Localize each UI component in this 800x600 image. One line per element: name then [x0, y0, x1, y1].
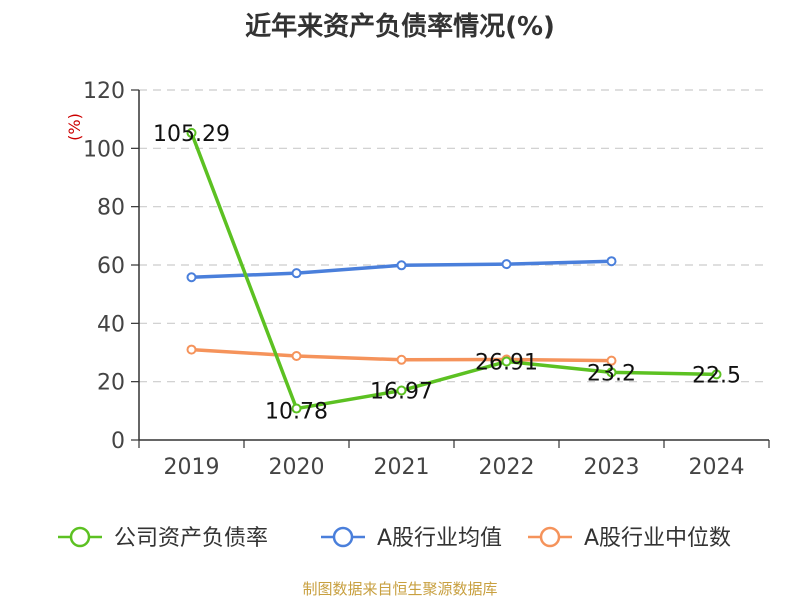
data-label-2023: 23.2 [587, 361, 636, 386]
legend-label-1: A股行业均值 [377, 526, 502, 551]
data-label-2020: 10.78 [265, 400, 328, 425]
legend-label-0: 公司资产负债率 [114, 526, 268, 551]
grid-lines [139, 89, 769, 383]
series-2-point-1 [291, 351, 302, 361]
axes: 0 20 40 60 80 100 120 (%) 2019 2020 2021 2022 2023 20… [65, 79, 770, 480]
y-tick-label-20: 20 [97, 371, 125, 396]
series-2-point-4 [606, 355, 617, 366]
series-line-0 [189, 132, 717, 411]
series-0-point-0 [186, 127, 197, 138]
data-label-2019: 105.29 [153, 122, 230, 147]
series-1-point-3 [501, 259, 512, 270]
series-0-point-1 [291, 403, 302, 414]
y-tick-label-0: 0 [111, 429, 125, 454]
x-tick-label-2020: 2020 [269, 455, 325, 480]
y-tick-label-80: 80 [97, 196, 125, 221]
series-0-point-5 [711, 369, 722, 380]
x-tick-label-2022: 2022 [479, 455, 535, 480]
series-2-point-0 [186, 344, 197, 355]
data-label-2024: 22.5 [692, 363, 741, 388]
data-label-2022: 26.91 [475, 351, 538, 376]
legend-label-2: A股行业中位数 [584, 526, 731, 551]
y-tick-label-60: 60 [97, 254, 125, 279]
y-tick-label-40: 40 [97, 312, 125, 337]
x-tick-label-2021: 2021 [374, 455, 430, 480]
legend-marker-2 [539, 526, 561, 548]
data-labels: 105.29 10.78 16.97 26.91 23.2 22.5 [153, 122, 741, 425]
series-0-point-3 [501, 356, 512, 367]
y-axis-label: (%) [65, 113, 84, 141]
legend-marker-0 [69, 526, 91, 548]
x-tick-label-2019: 2019 [164, 455, 220, 480]
chart-title: 近年来资产负债率情况(%) [245, 12, 555, 42]
series-1-point-4 [606, 256, 617, 267]
x-tick-label-2023: 2023 [584, 455, 640, 480]
x-tick-label-2024: 2024 [689, 455, 745, 480]
series-1-point-0 [186, 272, 197, 283]
data-label-2021: 16.97 [370, 380, 433, 405]
series-lines [186, 127, 722, 414]
series-2-point-2 [396, 354, 407, 365]
series-1-point-1 [291, 268, 302, 279]
legend: 公司资产负债率 A股行业均值 A股行业中位数 [58, 526, 731, 551]
legend-marker-1 [332, 526, 354, 548]
y-tick-label-100: 100 [83, 137, 125, 162]
series-1-point-2 [396, 260, 407, 271]
series-0-point-4 [606, 367, 617, 378]
series-0-point-2 [396, 385, 407, 396]
y-tick-label-120: 120 [83, 79, 125, 104]
source-note: 制图数据来自恒生聚源数据库 [302, 580, 498, 598]
